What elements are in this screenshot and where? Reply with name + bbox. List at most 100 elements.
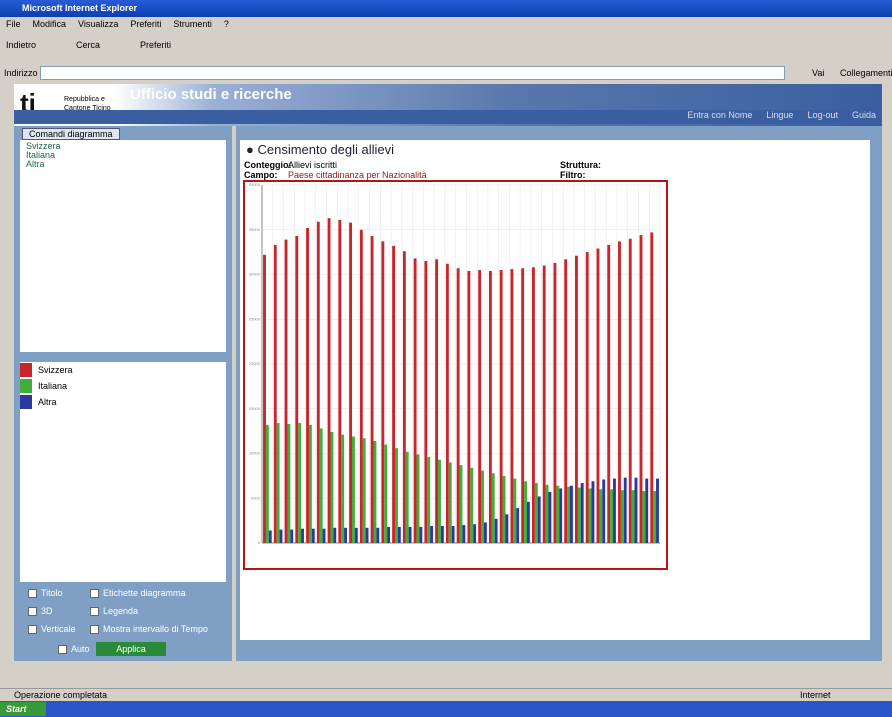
bar	[370, 236, 374, 543]
option[interactable]: Titolo	[28, 588, 90, 599]
bar	[362, 438, 366, 543]
bar	[599, 489, 603, 543]
option[interactable]: Verticale	[28, 624, 90, 635]
checkbox	[90, 589, 99, 599]
toolbar-button[interactable]: Preferiti	[140, 40, 172, 50]
bar	[445, 263, 449, 543]
bar	[634, 477, 638, 543]
start-button[interactable]: Start	[0, 702, 46, 716]
status-text: Operazione completata	[14, 690, 108, 700]
bar	[419, 526, 423, 543]
apply-button[interactable]: Applica	[96, 642, 166, 656]
bar	[577, 487, 581, 543]
panel-tab[interactable]: Comandi diagramma	[22, 128, 120, 140]
title-bar: Microsoft Internet Explorer	[0, 0, 892, 17]
bar	[526, 501, 530, 543]
toolbar-button[interactable]: Indietro	[6, 40, 37, 50]
legend: Svizzera Italiana Altra	[20, 362, 226, 582]
bar	[623, 477, 627, 543]
field-label: Campo:	[244, 170, 278, 180]
toolbar-button[interactable]: Cerca	[76, 40, 101, 50]
bar	[478, 270, 482, 543]
menu-item[interactable]: Modifica	[32, 19, 67, 29]
nav-link[interactable]: Log-out	[807, 110, 838, 120]
option[interactable]: 3D	[28, 606, 90, 617]
bar	[516, 508, 520, 543]
bar	[607, 244, 611, 543]
option[interactable]: Mostra intervallo di Tempo	[90, 624, 220, 635]
bar	[591, 481, 595, 543]
bar	[513, 478, 517, 543]
field-label: Filtro:	[560, 170, 586, 180]
bar	[351, 436, 355, 543]
chart: 0 5000 10000 15000 20000 25000 30000 35000 40000	[243, 180, 668, 570]
bar	[301, 528, 304, 543]
left-panel: Comandi diagramma Svizzera Italiana Altra …	[14, 126, 232, 661]
report-title: ● Censimento degli allievi	[246, 142, 395, 157]
checkbox	[28, 625, 37, 635]
tree-item[interactable]: Svizzera	[26, 141, 61, 151]
bar	[610, 489, 614, 543]
tree-item[interactable]: Altra	[26, 159, 45, 169]
bar	[384, 444, 388, 543]
option[interactable]: Etichette diagramma	[90, 588, 220, 599]
legend-swatch	[20, 363, 32, 377]
bar	[548, 491, 552, 543]
bar	[588, 488, 592, 543]
menu-item[interactable]: Visualizza	[78, 19, 119, 29]
options: Titolo Etichette diagramma 3D Legenda Vertic…	[28, 588, 228, 635]
bar	[395, 448, 398, 543]
org-line: Cantone Ticino	[64, 105, 111, 112]
legend-entry: Italiana	[20, 378, 226, 394]
menu-bar: File Modifica Visualizza Preferiti Strumenti…	[6, 19, 229, 29]
bar	[424, 261, 428, 543]
auto-option[interactable]: Auto	[58, 644, 90, 655]
go-button[interactable]: Vai	[812, 68, 825, 78]
legend-swatch	[20, 379, 32, 393]
legend-swatch	[20, 395, 32, 409]
bar	[376, 527, 380, 543]
bar	[295, 236, 299, 543]
bar	[575, 255, 578, 543]
bar	[650, 232, 654, 543]
bar	[430, 525, 434, 543]
site-title: Ufficio studi e ricerche	[130, 86, 292, 103]
bar	[559, 488, 563, 543]
bar	[553, 262, 557, 543]
bar	[642, 491, 646, 543]
bar	[620, 490, 624, 543]
field-label: Struttura:	[560, 160, 601, 170]
bar	[438, 459, 441, 543]
bar	[298, 423, 302, 543]
menu-item[interactable]: Preferiti	[130, 19, 162, 29]
nav-link[interactable]: Guida	[851, 110, 876, 120]
bar	[349, 222, 352, 543]
y-tick-label: 20000	[249, 361, 261, 366]
menu-item[interactable]: File	[6, 19, 21, 29]
tree-item[interactable]: Italiana	[26, 150, 56, 160]
bar	[521, 268, 525, 543]
links[interactable]: Collegamenti	[840, 68, 892, 78]
address-input[interactable]	[40, 66, 785, 80]
checkbox	[90, 607, 99, 617]
bar	[290, 529, 294, 543]
menu-item[interactable]: Strumenti	[173, 19, 212, 29]
menu-item[interactable]: ?	[223, 19, 229, 29]
legend-entry: Svizzera	[20, 362, 226, 378]
option-label: Etichette diagramma	[103, 588, 186, 598]
bar	[440, 525, 444, 543]
bar	[284, 239, 288, 543]
bar	[505, 514, 509, 543]
bar	[392, 245, 396, 544]
taskbar: Start	[0, 701, 892, 717]
bar	[481, 470, 484, 543]
legend-entry: Altra	[20, 394, 226, 410]
nav-link[interactable]: Entra con Nome	[687, 110, 753, 120]
option[interactable]: Legenda	[90, 606, 220, 617]
bar	[494, 518, 498, 543]
nav-link[interactable]: Lingue	[766, 110, 794, 120]
bar	[653, 491, 657, 543]
bar	[570, 485, 573, 543]
y-tick-label: 25000	[249, 316, 261, 321]
bar	[333, 527, 337, 543]
